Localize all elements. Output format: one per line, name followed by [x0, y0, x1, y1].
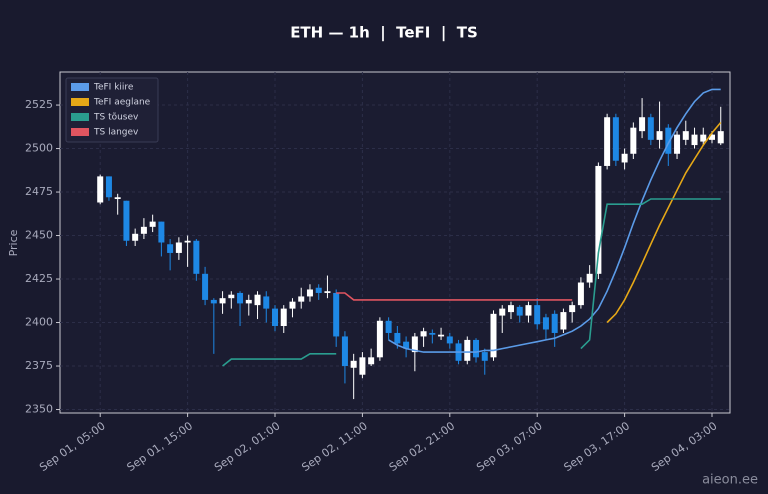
candle-body — [140, 226, 147, 234]
candle-body — [446, 336, 453, 344]
candle-body — [210, 299, 217, 304]
candle-body — [612, 117, 619, 161]
candle-body — [542, 317, 549, 330]
legend-label: TeFI kiire — [93, 83, 134, 93]
candle-body — [411, 336, 418, 353]
candle-body — [376, 320, 383, 358]
candle-body — [481, 352, 488, 361]
candle-body — [438, 334, 445, 337]
legend: TeFI kiire TeFI aeglane TS tõusev TS langev — [65, 77, 159, 143]
legend-label: TS langev — [93, 128, 139, 138]
candle-body — [595, 165, 602, 274]
candle-body — [682, 131, 689, 140]
y-tick-label: 2350 — [25, 403, 53, 416]
candle-body — [385, 320, 392, 333]
y-tick-label: 2450 — [25, 229, 53, 242]
legend-swatch — [71, 128, 89, 136]
candle-body — [237, 292, 244, 304]
candle-body — [368, 357, 375, 365]
candle-body — [429, 332, 436, 335]
candle-body — [700, 134, 707, 142]
candle-body — [709, 134, 716, 140]
candle-body — [647, 117, 654, 140]
candle-body — [306, 289, 313, 297]
candle-body — [516, 306, 523, 316]
candle-body — [490, 313, 497, 358]
candle-body — [604, 117, 611, 166]
candle-body — [114, 197, 121, 200]
candle-body — [534, 305, 541, 325]
candle-body — [569, 305, 576, 313]
y-tick-label: 2375 — [25, 359, 53, 372]
candle-body — [105, 176, 112, 198]
chart-title: ETH — 1h | TeFI | TS — [290, 24, 478, 43]
candle-body — [551, 313, 558, 333]
candle-body — [175, 242, 182, 253]
candle-body — [403, 341, 410, 349]
candle-body — [97, 176, 104, 203]
candle-body — [621, 153, 628, 163]
candle-body — [394, 332, 401, 344]
candle-body — [359, 357, 366, 375]
candle-body — [639, 117, 646, 132]
candle-body — [525, 305, 532, 316]
candle-body — [272, 308, 279, 327]
legend-label: TS tõusev — [93, 113, 139, 123]
legend-label: TeFI aeglane — [93, 98, 151, 108]
candle-body — [665, 127, 672, 154]
watermark: aieon.ee — [702, 473, 758, 488]
candle-body — [577, 282, 584, 306]
series-line — [388, 88, 721, 353]
candle-body — [184, 240, 191, 243]
candle-body — [586, 273, 593, 283]
candle-body — [691, 134, 698, 146]
legend-swatch — [71, 113, 89, 121]
series-line — [606, 121, 722, 324]
candle-body — [315, 287, 322, 293]
candle-body — [149, 221, 156, 227]
y-tick-label: 2525 — [25, 98, 53, 111]
candle-body — [219, 298, 226, 304]
candle-body — [473, 339, 480, 358]
candle-body — [499, 308, 506, 316]
candle-body — [280, 308, 287, 327]
candle-body — [167, 244, 174, 253]
candle-body — [263, 296, 270, 309]
legend-swatch — [71, 83, 89, 91]
candle-body — [674, 134, 681, 154]
candle-body — [228, 294, 235, 299]
y-tick-label: 2500 — [25, 142, 53, 155]
y-tick-label: 2425 — [25, 272, 53, 285]
y-tick-label: 2475 — [25, 185, 53, 198]
candle-body — [560, 312, 567, 330]
y-axis-label: Price — [7, 229, 20, 256]
candle-body — [324, 291, 331, 293]
candle-body — [289, 301, 296, 309]
candle-body — [202, 273, 209, 300]
candle-body — [656, 131, 663, 140]
candle-body — [245, 299, 252, 304]
candle-body — [464, 339, 471, 361]
candle-body — [158, 221, 165, 243]
candle-body — [507, 305, 514, 313]
candle-body — [333, 292, 340, 337]
candle-body — [123, 200, 130, 241]
y-tick-label: 2400 — [25, 316, 53, 329]
series-line — [336, 292, 573, 301]
candle-body — [341, 336, 348, 367]
candle-body — [193, 240, 200, 274]
legend-box — [65, 77, 159, 143]
candle-body — [298, 296, 305, 302]
candle-body — [420, 331, 427, 337]
series-line — [222, 198, 721, 367]
candle-body — [350, 360, 357, 368]
candle-body — [717, 131, 724, 144]
candle-body — [132, 233, 139, 241]
candle-body — [254, 294, 261, 306]
candle-body — [630, 127, 637, 154]
legend-swatch — [71, 98, 89, 106]
